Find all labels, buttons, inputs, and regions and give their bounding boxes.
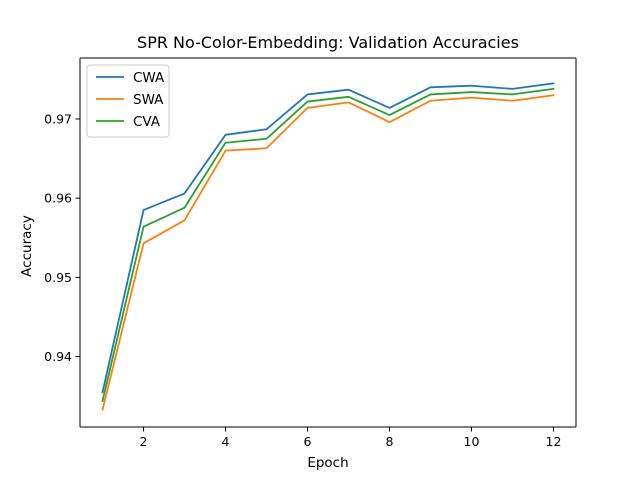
x-tick-label: 12 — [546, 434, 562, 449]
series-line-cva — [101, 87, 555, 402]
y-tick-label: 0.96 — [44, 191, 72, 206]
legend-label-cwa: CWA — [133, 70, 165, 86]
series-line-swa — [101, 94, 555, 411]
x-tick-label: 2 — [140, 434, 148, 449]
y-tick-label: 0.97 — [44, 111, 72, 126]
series-line-cwa — [101, 82, 555, 394]
legend-label-cva: CVA — [133, 114, 161, 130]
legend-label-swa: SWA — [133, 92, 164, 108]
legend-box — [86, 64, 170, 138]
plot-area: 2 4 6 8 10 12 0.94 0.95 0.96 0.97 CWA SWA CVA — [44, 57, 577, 449]
x-tick-label: 6 — [304, 434, 312, 449]
chart-title: SPR No-Color-Embedding: Validation Accur… — [137, 33, 519, 52]
y-tick-label: 0.95 — [44, 270, 72, 285]
x-tick-label: 8 — [386, 434, 394, 449]
y-axis-label: Accuracy — [19, 215, 35, 277]
x-tick-label: 10 — [464, 434, 480, 449]
x-tick-label: 4 — [222, 434, 230, 449]
x-axis-label: Epoch — [307, 455, 348, 471]
y-tick-label: 0.94 — [44, 349, 72, 364]
